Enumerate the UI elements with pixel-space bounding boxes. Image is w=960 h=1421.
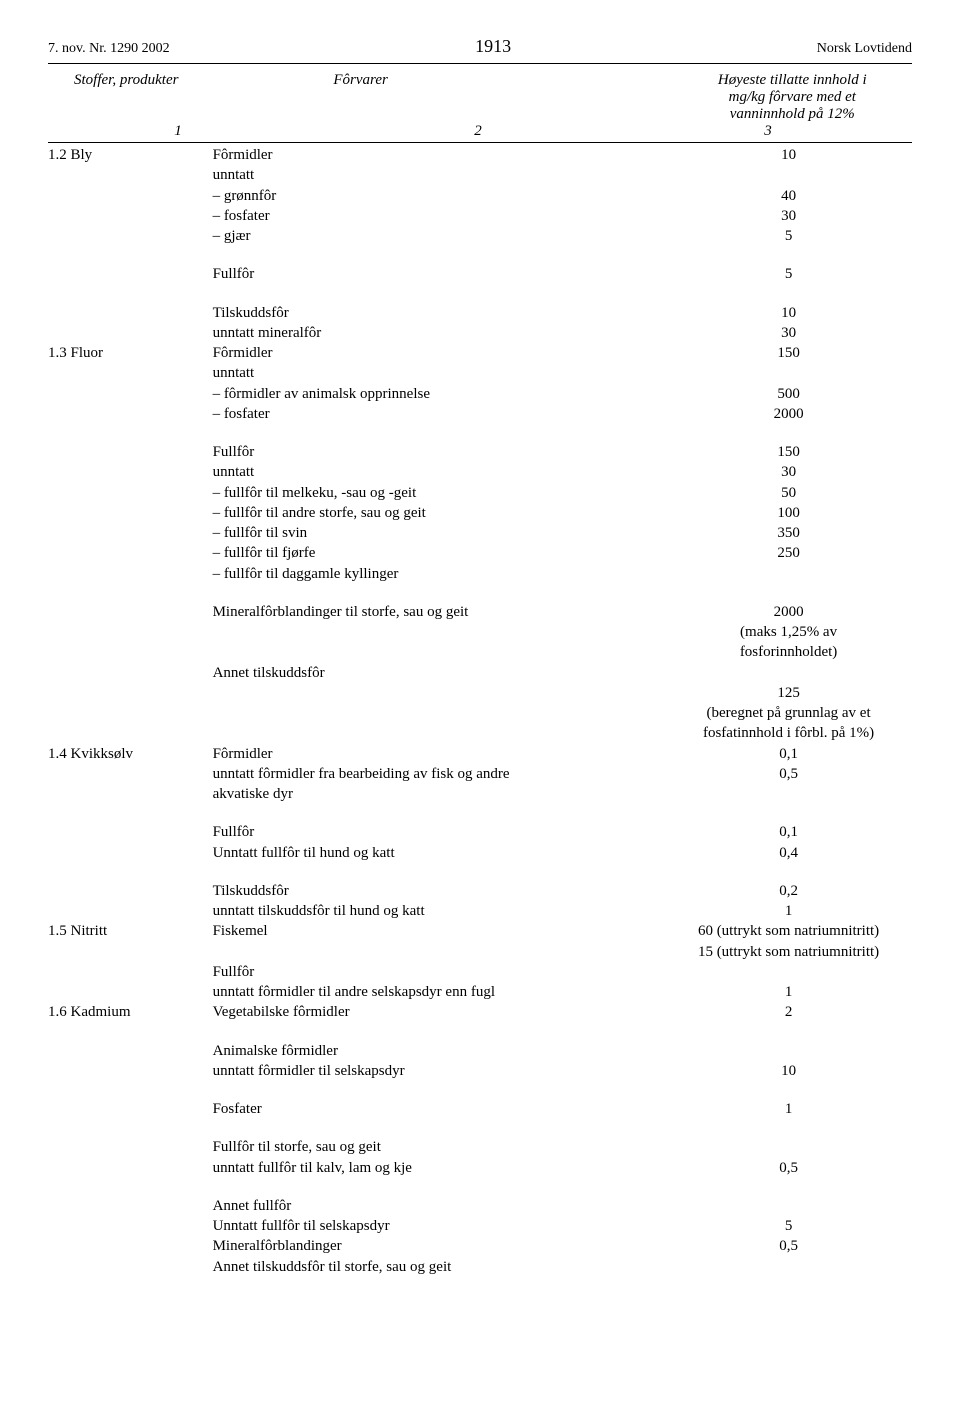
table-row: Annet tilskuddsfôr til storfe, sau og ge… [48,1257,912,1277]
table-row: unntatt fôrmidler fra bearbeiding av fis… [48,764,912,784]
table-row: – fullfôr til svin350 [48,523,912,543]
header-rule [48,63,912,64]
table-row: Fullfôr0,1 [48,822,912,842]
table-row: 1.2 BlyFôrmidler10 [48,145,912,165]
table-row: unntatt [48,363,912,383]
table-row: Mineralfôrblandinger0,5 [48,1236,912,1256]
header-rule-2 [48,142,912,143]
table-row: – fullfôr til melkeku, -sau og -geit50 [48,483,912,503]
table-row: 1.5 NitrittFiskemel60 (uttrykt som natri… [48,921,912,941]
table-row: Animalske fôrmidler [48,1041,912,1061]
content-table: 1.2 BlyFôrmidler10 unntatt – grønnfôr40 … [48,145,912,1277]
table-row: Annet tilskuddsfôr [48,663,912,683]
table-row: Mineralfôrblandinger til storfe, sau og … [48,602,912,622]
table-row: unntatt fôrmidler til selskapsdyr10 [48,1061,912,1081]
table-row: fosfatinnhold i fôrbl. på 1%) [48,723,912,743]
table-row: Tilskuddsfôr10 [48,303,912,323]
col-header-2: Fôrvarer [333,72,672,123]
table-row: – fosfater30 [48,206,912,226]
table-row: Fullfôr150 [48,442,912,462]
table-row: unntatt30 [48,462,912,482]
col-header-1: Stoffer, produkter [48,72,333,123]
header-center: 1913 [475,36,511,57]
table-row: unntatt [48,165,912,185]
table-row: Fullfôr [48,962,912,982]
table-row: – fôrmidler av animalsk opprinnelse500 [48,384,912,404]
table-row: 1.3 FluorFôrmidler150 [48,343,912,363]
table-row: unntatt tilskuddsfôr til hund og katt1 [48,901,912,921]
header-right: Norsk Lovtidend [817,41,912,57]
table-row: akvatiske dyr [48,784,912,804]
table-row: Unntatt fullfôr til hund og katt0,4 [48,843,912,863]
table-row: (maks 1,25% av [48,622,912,642]
table-row: Fosfater1 [48,1099,912,1119]
table-row: 125 [48,683,912,703]
table-row: (beregnet på grunnlag av et [48,703,912,723]
table-row: fosforinnholdet) [48,642,912,662]
table-row: – grønnfôr40 [48,186,912,206]
column-headers: Stoffer, produkter Fôrvarer Høyeste till… [48,72,912,123]
page-header: 7. nov. Nr. 1290 2002 1913 Norsk Lovtide… [48,36,912,57]
table-row: – fullfôr til fjørfe250 [48,543,912,563]
table-row: Unntatt fullfôr til selskapsdyr5 [48,1216,912,1236]
table-row: Fullfôr5 [48,264,912,284]
table-row: unntatt mineralfôr30 [48,323,912,343]
col-header-3: Høyeste tillatte innhold i mg/kg fôrvare… [673,72,912,123]
table-row: – gjær5 [48,226,912,246]
table-row: – fosfater2000 [48,404,912,424]
column-numbers: 1 2 3 [48,123,912,140]
table-row: unntatt fullfôr til kalv, lam og kje0,5 [48,1158,912,1178]
table-row: Annet fullfôr [48,1196,912,1216]
table-row: 1.4 KvikksølvFôrmidler0,1 [48,744,912,764]
table-row: – fullfôr til andre storfe, sau og geit1… [48,503,912,523]
table-row: unntatt fôrmidler til andre selskapsdyr … [48,982,912,1002]
table-row: Fullfôr til storfe, sau og geit [48,1137,912,1157]
table-row: Tilskuddsfôr0,2 [48,881,912,901]
table-row: – fullfôr til daggamle kyllinger [48,564,912,584]
table-row: 1.6 KadmiumVegetabilske fôrmidler2 [48,1002,912,1022]
table-row: 15 (uttrykt som natriumnitritt) [48,942,912,962]
header-left: 7. nov. Nr. 1290 2002 [48,41,170,57]
